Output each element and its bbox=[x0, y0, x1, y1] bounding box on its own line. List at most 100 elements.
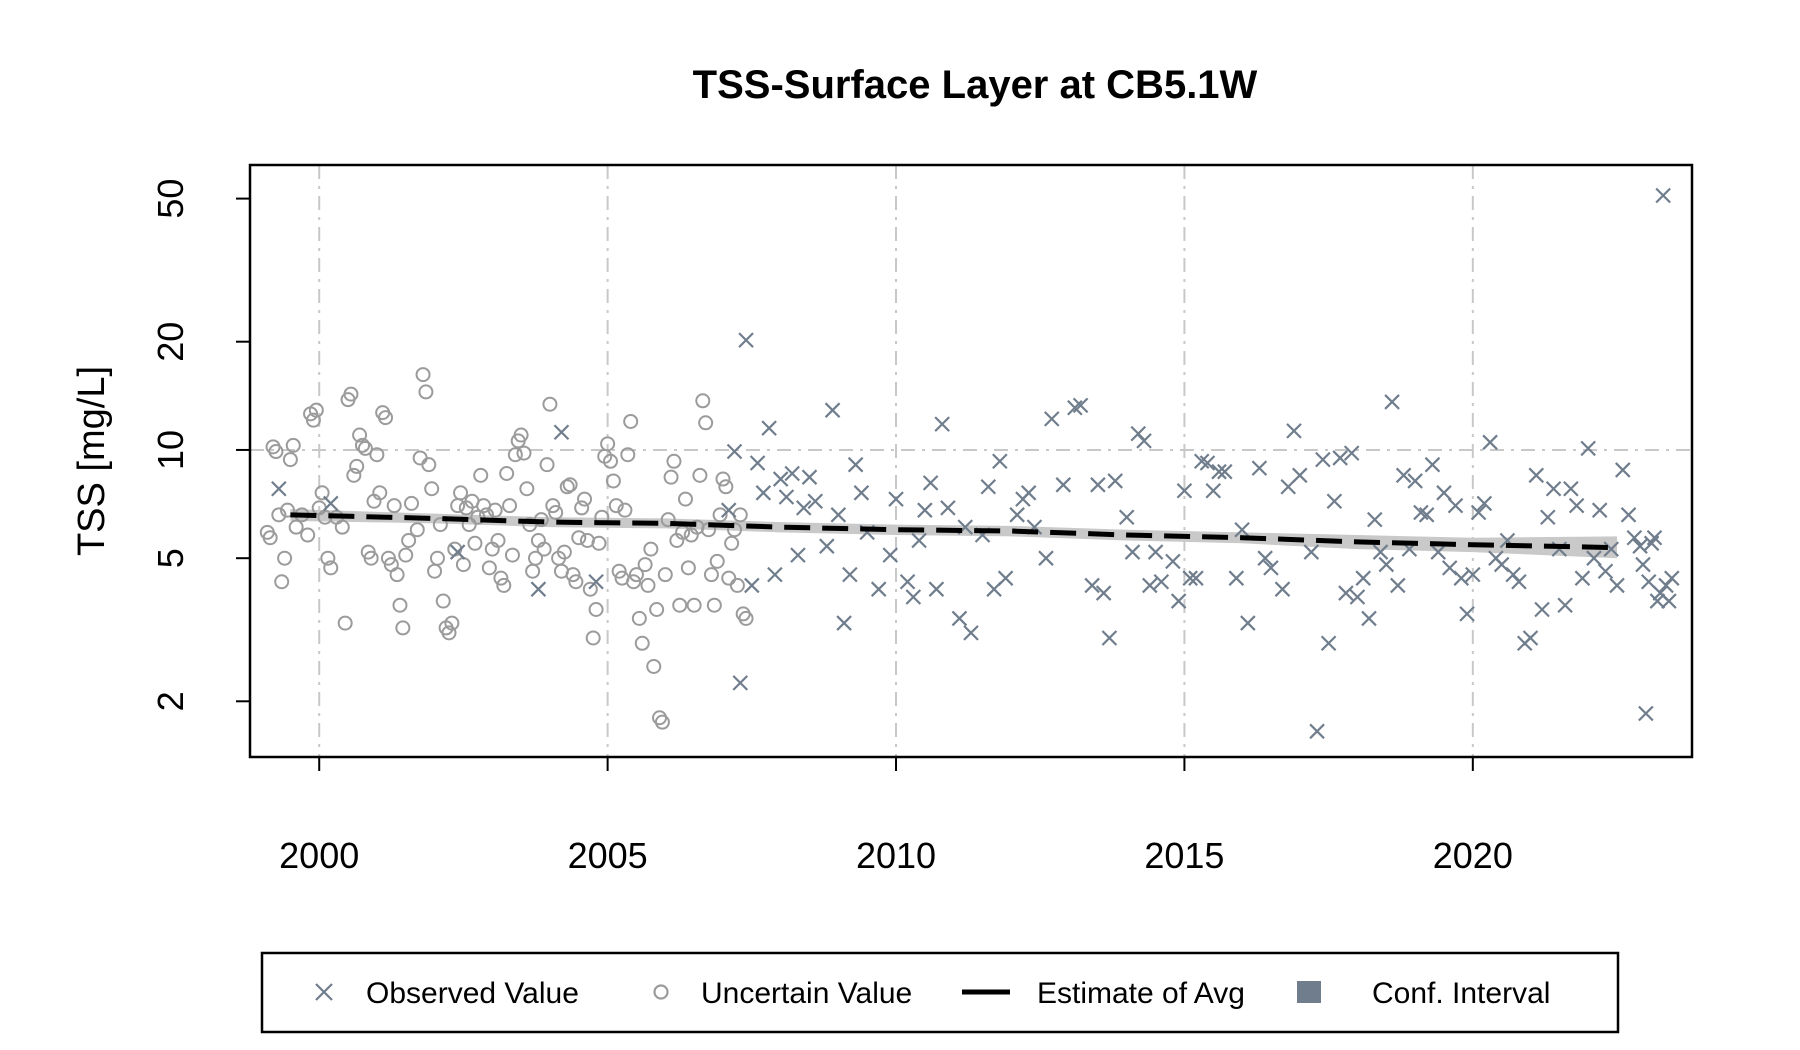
observed-point bbox=[1649, 593, 1666, 609]
uncertain-point bbox=[657, 567, 673, 583]
chart-title: TSS-Surface Layer at CB5.1W bbox=[693, 63, 1258, 107]
uncertain-point bbox=[568, 574, 584, 590]
uncertain-point bbox=[444, 615, 460, 631]
uncertain-point bbox=[268, 444, 284, 460]
observed-point bbox=[830, 507, 847, 523]
observed-point bbox=[1609, 577, 1625, 594]
uncertain-point bbox=[516, 445, 532, 461]
uncertain-point bbox=[605, 473, 621, 489]
uncertain-point bbox=[672, 597, 688, 613]
observed-point bbox=[807, 493, 824, 510]
observed-point bbox=[726, 443, 743, 460]
observed-point bbox=[732, 675, 749, 691]
observed-point bbox=[1597, 563, 1614, 579]
observed-point bbox=[1465, 566, 1481, 583]
estimate-polyline bbox=[290, 512, 1618, 551]
x-tick-label: 2005 bbox=[568, 835, 648, 876]
observed-point bbox=[1136, 433, 1152, 449]
x-tick-label: 2015 bbox=[1144, 835, 1224, 876]
observed-point bbox=[1118, 509, 1135, 526]
observed-point bbox=[836, 615, 852, 631]
observed-point bbox=[1436, 485, 1452, 501]
uncertain-point bbox=[277, 550, 293, 566]
uncertain-point bbox=[660, 512, 676, 528]
uncertain-point bbox=[626, 574, 642, 590]
observed-point bbox=[1228, 570, 1245, 586]
uncertain-point bbox=[401, 532, 417, 548]
observed-point bbox=[847, 456, 864, 473]
observed-point bbox=[1176, 482, 1193, 499]
uncertain-point bbox=[314, 485, 330, 501]
uncertain-point bbox=[282, 452, 298, 468]
uncertain-point bbox=[441, 625, 457, 641]
uncertain-point bbox=[300, 527, 316, 543]
uncertain-point bbox=[490, 532, 506, 548]
uncertain-point bbox=[473, 467, 489, 483]
uncertain-point bbox=[352, 427, 368, 443]
observed-point bbox=[1528, 467, 1545, 484]
uncertain-point bbox=[349, 458, 365, 474]
uncertain-point bbox=[279, 502, 295, 518]
uncertain-point bbox=[706, 597, 722, 613]
uncertain-point bbox=[721, 570, 737, 586]
uncertain-point bbox=[588, 602, 604, 618]
observed-point bbox=[1349, 589, 1366, 605]
y-axis: 2 5 10 20 50 bbox=[150, 179, 251, 711]
uncertain-point bbox=[323, 560, 339, 576]
uncertain-point bbox=[398, 547, 414, 563]
observed-point bbox=[905, 589, 922, 605]
uncertain-point bbox=[496, 577, 512, 593]
observed-point bbox=[1580, 440, 1596, 457]
observed-point bbox=[1626, 529, 1643, 546]
observed-point bbox=[1188, 570, 1204, 586]
uncertain-point bbox=[470, 509, 486, 525]
uncertain-points bbox=[259, 367, 754, 730]
uncertain-point bbox=[698, 415, 714, 431]
uncertain-point bbox=[654, 714, 670, 730]
uncertain-point bbox=[574, 500, 590, 516]
uncertain-point bbox=[429, 550, 445, 566]
observed-point bbox=[853, 485, 870, 501]
observed-point bbox=[801, 469, 818, 485]
uncertain-point bbox=[357, 440, 373, 456]
observed-point bbox=[1603, 541, 1620, 557]
observed-point bbox=[1395, 467, 1412, 484]
uncertain-point bbox=[577, 491, 593, 507]
observed-point bbox=[1424, 456, 1441, 473]
observed-point bbox=[1199, 455, 1216, 471]
observed-point bbox=[744, 577, 760, 594]
observed-point bbox=[1453, 570, 1470, 586]
uncertain-point bbox=[536, 541, 552, 557]
observed-point bbox=[1557, 597, 1573, 613]
observed-point bbox=[1309, 723, 1325, 740]
observed-point bbox=[1240, 615, 1256, 631]
x-tick-label: 2020 bbox=[1433, 835, 1513, 876]
uncertain-point bbox=[680, 560, 696, 576]
uncertain-point bbox=[363, 550, 379, 566]
observed-point bbox=[1586, 550, 1602, 566]
uncertain-point bbox=[308, 402, 324, 418]
uncertain-point bbox=[582, 581, 598, 597]
uncertain-point bbox=[611, 563, 627, 579]
observed-point bbox=[911, 532, 927, 549]
observed-point bbox=[1615, 462, 1631, 478]
uncertain-point bbox=[677, 491, 693, 507]
observed-point bbox=[1459, 606, 1475, 622]
uncertain-point bbox=[412, 450, 428, 466]
observed-point bbox=[795, 500, 812, 516]
conf-interval-band bbox=[290, 509, 1618, 559]
uncertain-point bbox=[305, 412, 321, 428]
observed-point bbox=[1326, 493, 1343, 510]
x-tick-label: 2010 bbox=[856, 835, 936, 876]
observed-point bbox=[1292, 467, 1308, 484]
uncertain-point bbox=[271, 507, 287, 523]
uncertain-point bbox=[727, 522, 743, 538]
legend-circle-marker bbox=[653, 984, 669, 1000]
uncertain-point bbox=[585, 630, 601, 646]
plot-frame bbox=[248, 163, 1694, 759]
observed-point bbox=[1055, 477, 1072, 493]
observed-point bbox=[1661, 593, 1677, 609]
observed-point bbox=[1646, 529, 1663, 546]
observed-point bbox=[1147, 544, 1164, 560]
